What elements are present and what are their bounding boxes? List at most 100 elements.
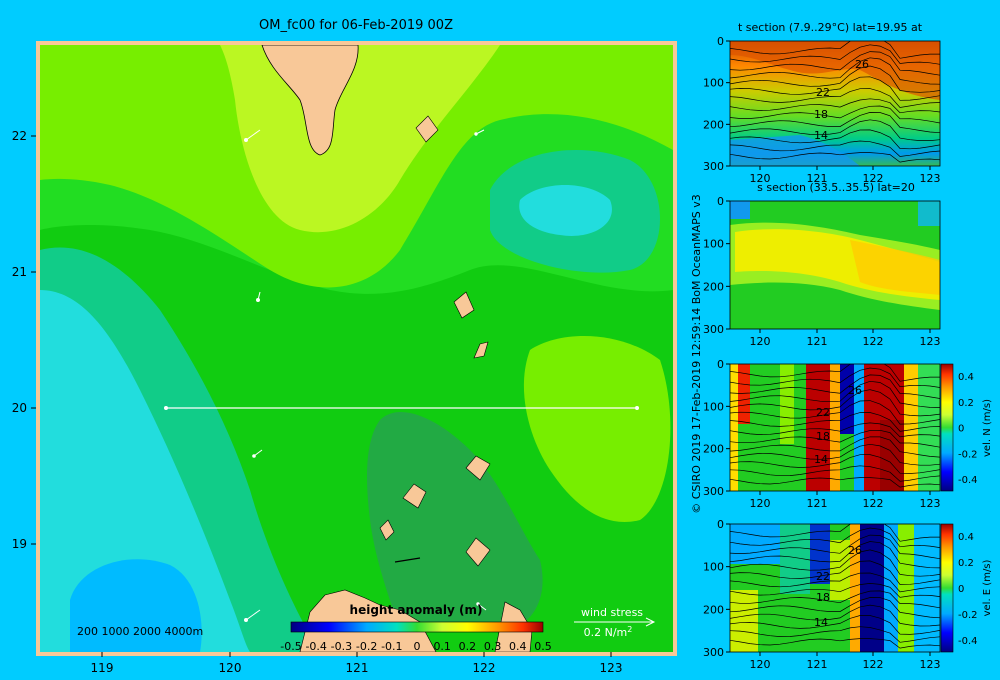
section-line-start [164, 406, 168, 410]
vel-e-colorbar-label: vel. E (m/s) [982, 559, 993, 616]
field-channel [367, 411, 543, 630]
colorbar-scale [290, 621, 544, 633]
s-section-title: s section (33.5..35.5) lat=20 [757, 181, 915, 194]
credit-line: © CSIRO 2019 17-Feb-2019 12:59:14 BoM Oc… [690, 194, 703, 514]
panel-3-colorbar-tick: 0.2 [958, 558, 974, 569]
main-x-tick-122: 122 [473, 661, 496, 675]
land-island-8 [394, 557, 421, 563]
t-section-frame [729, 40, 941, 167]
panel-1-x-tick: 120 [750, 335, 771, 348]
height-colorbar: height anomaly (m) -0.5 -0.4 -0.3 -0.2 -0.1 0… [280, 603, 551, 653]
panel-3-x-tick: 120 [750, 658, 771, 671]
panel-0-x-tick: 122 [863, 172, 884, 185]
panel-1-y-tick: 0 [717, 195, 724, 208]
field-band-3 [220, 45, 500, 233]
e-contour-label-26: 26 [848, 544, 862, 557]
vel-n-colorbar-label: vel. N (m/s) [982, 399, 993, 457]
main-map-y-ticks: 22 21 20 19 [12, 129, 36, 551]
panel-2-colorbar-tick: 0 [958, 424, 964, 435]
n-contour-label-22: 22 [816, 406, 830, 419]
t-section-title: t section (7.9..29°C) lat=19.95 at [738, 21, 923, 34]
panel-3-y-tick: 100 [703, 561, 724, 574]
panel-0-y-tick: 0 [717, 35, 724, 48]
e-contour-label-18: 18 [816, 591, 830, 604]
vel-n-plot [730, 364, 940, 491]
e-contour-label-14: 14 [814, 616, 828, 629]
colorbar-tick: -0.5 [280, 640, 301, 653]
t-contour-label-26: 26 [855, 58, 869, 71]
panel-0-y-tick: 200 [703, 118, 724, 131]
colorbar-tick: -0.1 [381, 640, 402, 653]
colorbar-ticks: -0.5 -0.4 -0.3 -0.2 -0.1 0 0.1 0.2 0.3 0.4 0.5 [280, 640, 551, 653]
panel-2-x-tick: 123 [920, 497, 941, 510]
panel-1-y-tick: 200 [703, 280, 724, 293]
main-map-x-ticks: 119 120 121 122 123 [91, 652, 623, 675]
colorbar-tick: 0.1 [433, 640, 451, 653]
panel-2-y-tick: 100 [703, 400, 724, 413]
height-anomaly-field [40, 45, 673, 652]
main-x-tick-123: 123 [600, 661, 623, 675]
panel-2-x-tick: 122 [863, 497, 884, 510]
panel-3-y-tick: 0 [717, 518, 724, 531]
panel-3-colorbar-tick: -0.4 [958, 636, 978, 647]
colorbar-tick: -0.3 [331, 640, 352, 653]
main-x-tick-120: 120 [219, 661, 242, 675]
panel-1-y-tick: 100 [703, 238, 724, 251]
panel-3-colorbar-tick: 0 [958, 584, 964, 595]
vel-e-colorbar [940, 523, 954, 653]
wind-stress-arrowhead [645, 617, 656, 627]
e-contour-label-22: 22 [816, 570, 830, 583]
s-section-frame [729, 200, 941, 330]
t-section-plot [730, 41, 940, 166]
main-y-tick-21: 21 [12, 265, 27, 279]
land-island-6 [379, 519, 395, 541]
wind-stress-scale: 0.2 N/m2 [584, 625, 633, 639]
land-island-3 [473, 341, 489, 359]
panel-1-x-tick: 122 [863, 335, 884, 348]
panel-3-x-tick: 121 [807, 658, 828, 671]
field-band-5 [40, 290, 250, 652]
vel-e-plot [730, 524, 940, 652]
colorbar-tick: 0.4 [509, 640, 527, 653]
colorbar-tick: 0.5 [534, 640, 552, 653]
panel-1-y-tick: 300 [703, 323, 724, 336]
main-map-title: OM_fc00 for 06-Feb-2019 00Z [259, 18, 453, 33]
wind-vectors [244, 129, 487, 622]
panel-0-x-tick: 120 [750, 172, 771, 185]
main-y-tick-22: 22 [12, 129, 27, 143]
vel-n-frame [729, 363, 941, 492]
section-line-end [635, 406, 639, 410]
panel-3-x-tick: 122 [863, 658, 884, 671]
panel-1-x-tick: 123 [920, 335, 941, 348]
field-west-high [523, 336, 671, 522]
land-luzon [299, 589, 437, 652]
wind-stress-key: wind stress 0.2 N/m2 [574, 606, 656, 639]
panel-3-colorbar-tick: 0.4 [958, 532, 974, 543]
n-contour-label-18: 18 [816, 430, 830, 443]
panel-0-y-tick: 300 [703, 160, 724, 173]
land-taiwan [261, 45, 359, 156]
panel-2-y-tick: 300 [703, 485, 724, 498]
panel-2-colorbar-tick: 0.2 [958, 398, 974, 409]
n-contour-label-14: 14 [814, 453, 828, 466]
panel-2-x-tick: 121 [807, 497, 828, 510]
main-y-tick-20: 20 [12, 401, 27, 415]
colorbar-title: height anomaly (m) [350, 603, 483, 617]
vel-e-frame [729, 523, 941, 653]
field-low-sw [70, 559, 202, 652]
land-island-5 [402, 483, 427, 509]
panel-2-colorbar-tick: -0.2 [958, 449, 978, 460]
panel-1-x-tick: 121 [807, 335, 828, 348]
panel-3-colorbar-tick: -0.2 [958, 610, 978, 621]
main-y-tick-19: 19 [12, 537, 27, 551]
panel-axes: 120 121 122 123 0 100 200 300 120 121 122 123 0 100 20… [703, 35, 978, 671]
s-section-plot [730, 201, 940, 329]
wind-stress-label: wind stress [581, 606, 643, 619]
land-island-7 [465, 537, 491, 567]
panel-3-y-tick: 200 [703, 603, 724, 616]
panel-2-x-tick: 120 [750, 497, 771, 510]
t-contour-label-22: 22 [816, 86, 830, 99]
main-map [36, 41, 677, 656]
main-x-tick-121: 121 [346, 661, 369, 675]
